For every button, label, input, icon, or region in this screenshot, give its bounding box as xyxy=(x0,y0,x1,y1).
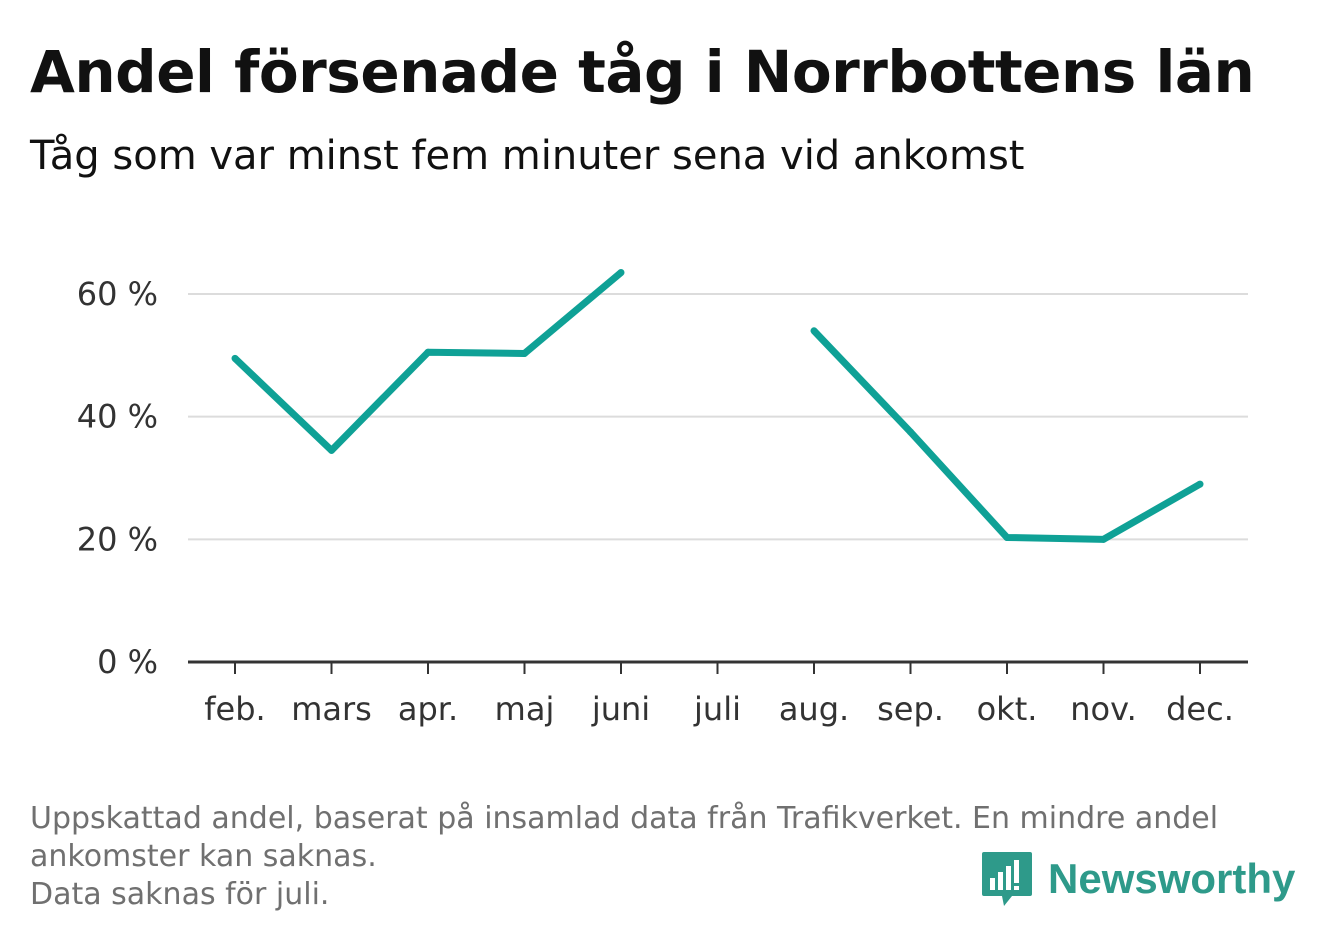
x-tick-label: mars xyxy=(291,690,372,728)
series-line-segment xyxy=(232,269,624,454)
gridlines xyxy=(188,293,1248,541)
x-tick-label: sep. xyxy=(877,690,944,728)
chart-title: Andel försenade tåg i Norrbottens län xyxy=(30,38,1255,106)
footnote-line-3: Data saknas för juli. xyxy=(30,877,330,912)
y-tick-label: 40 % xyxy=(77,398,158,436)
data-point xyxy=(907,428,914,436)
x-tick-label: dec. xyxy=(1166,690,1234,728)
x-tick-label: apr. xyxy=(398,690,458,728)
brand-logo: Newsworthy xyxy=(980,850,1295,908)
bar-chart-speech-icon xyxy=(982,852,1032,906)
data-point xyxy=(231,354,239,362)
x-tick-label: aug. xyxy=(779,690,849,728)
footnote-line-2: ankomster kan saknas. xyxy=(30,839,377,874)
data-point xyxy=(617,269,625,277)
data-point xyxy=(1100,535,1107,543)
y-tick-label: 20 % xyxy=(77,520,158,558)
brand-name: Newsworthy xyxy=(1048,855,1296,902)
data-point xyxy=(328,446,335,454)
chart-subtitle: Tåg som var minst fem minuter sena vid a… xyxy=(30,133,1025,179)
footnote-line-1: Uppskattad andel, baserat på insamlad da… xyxy=(30,801,1219,836)
footnote: Uppskattad andel, baserat på insamlad da… xyxy=(30,800,1280,914)
x-tick-label: nov. xyxy=(1070,690,1136,728)
series-lines xyxy=(231,269,1204,543)
x-tick-label: juni xyxy=(591,690,650,728)
line-chart: 0 % 20 % 40 % 60 % feb. mars apr. maj juni juli a… xyxy=(77,269,1248,728)
x-tick-label: maj xyxy=(495,690,555,728)
data-point xyxy=(1196,480,1204,488)
y-tick-label: 60 % xyxy=(77,275,158,313)
data-point xyxy=(521,349,528,357)
x-tick-label: okt. xyxy=(977,690,1038,728)
series-line-segment xyxy=(811,328,1202,543)
data-point xyxy=(810,327,818,335)
data-point xyxy=(1003,533,1011,541)
x-tick-label: juli xyxy=(693,690,741,728)
x-tick-label: feb. xyxy=(204,690,265,728)
y-axis-ticks: 0 % 20 % 40 % 60 % xyxy=(77,275,158,681)
x-axis: feb. mars apr. maj juni juli aug. sep. okt. nov. d… xyxy=(188,660,1248,728)
data-point xyxy=(424,348,432,356)
y-tick-label: 0 % xyxy=(97,643,158,681)
